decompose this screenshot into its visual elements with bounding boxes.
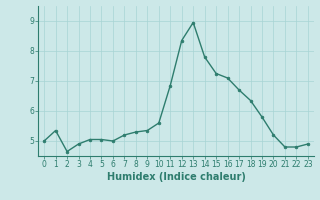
- X-axis label: Humidex (Indice chaleur): Humidex (Indice chaleur): [107, 172, 245, 182]
